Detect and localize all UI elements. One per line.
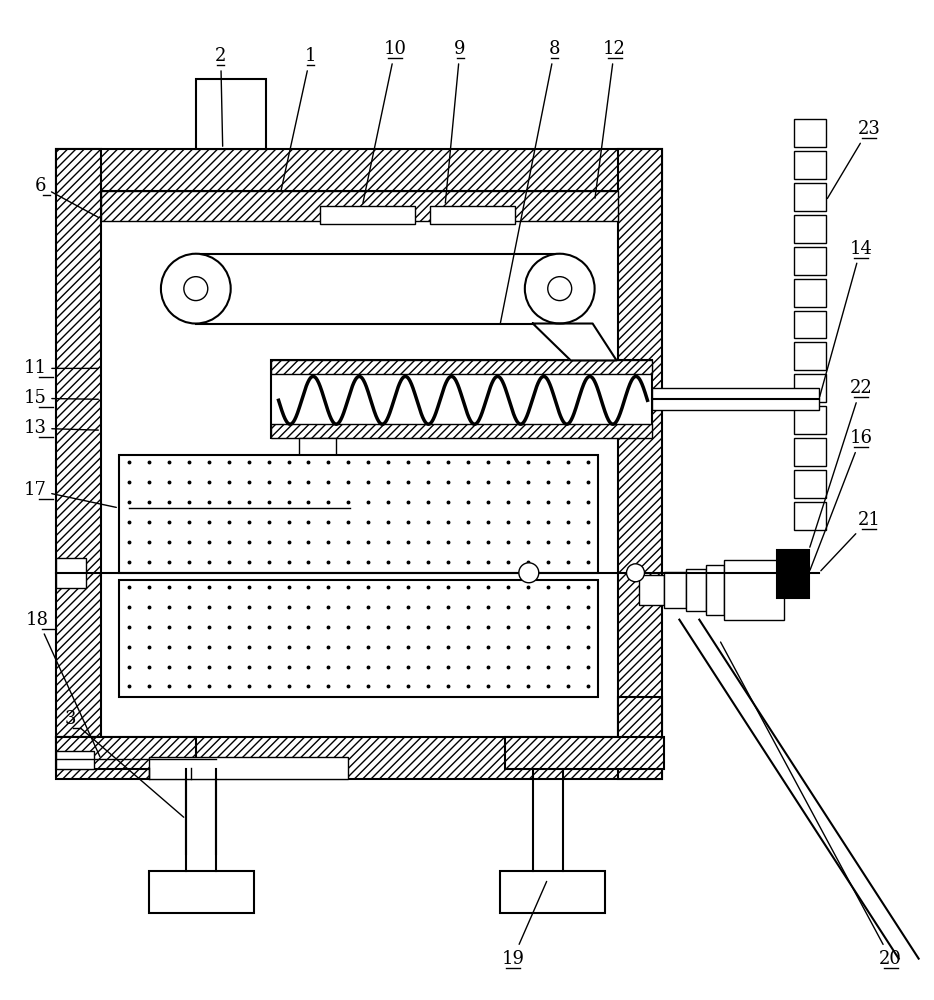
Text: 8: 8 [501, 40, 560, 323]
Bar [724, 560, 784, 620]
Circle shape [184, 277, 207, 301]
Bar [101, 191, 617, 737]
Bar [56, 149, 101, 737]
Circle shape [519, 563, 539, 583]
Bar [794, 247, 826, 275]
Text: 2: 2 [215, 47, 226, 146]
Text: 1: 1 [281, 47, 317, 190]
Bar [794, 215, 826, 243]
Bar [56, 737, 662, 779]
Bar [119, 580, 598, 697]
Circle shape [547, 277, 572, 301]
Bar [794, 470, 826, 498]
Bar [271, 360, 653, 374]
Text: 14: 14 [820, 240, 872, 397]
Bar [794, 183, 826, 211]
Bar [706, 565, 724, 615]
Bar [196, 79, 265, 149]
Bar [794, 119, 826, 147]
Circle shape [627, 564, 644, 582]
Bar [686, 569, 706, 611]
Bar [56, 751, 94, 769]
Text: 23: 23 [828, 120, 880, 199]
Bar [271, 360, 653, 438]
Text: 21: 21 [821, 511, 880, 571]
Bar [794, 406, 826, 434]
Bar [794, 438, 826, 466]
Bar [101, 191, 617, 221]
Text: 18: 18 [26, 611, 100, 757]
Text: 16: 16 [810, 429, 872, 570]
Text: 12: 12 [595, 40, 626, 198]
Bar [794, 342, 826, 370]
Bar [777, 550, 809, 598]
Bar [271, 424, 653, 438]
Circle shape [525, 254, 595, 324]
Text: 13: 13 [23, 419, 98, 437]
Bar [431, 206, 515, 224]
Text: 19: 19 [502, 881, 546, 968]
Text: 15: 15 [23, 389, 98, 407]
Bar [299, 438, 336, 466]
Bar [617, 149, 662, 737]
Text: 10: 10 [363, 40, 406, 203]
Text: 20: 20 [720, 642, 902, 968]
Bar [794, 374, 826, 402]
Bar [794, 311, 826, 338]
Text: 9: 9 [446, 40, 466, 203]
Bar [56, 737, 196, 769]
Bar [640, 575, 664, 605]
Bar [149, 757, 348, 779]
Text: 22: 22 [810, 379, 872, 547]
Bar [500, 871, 604, 913]
Bar [653, 388, 819, 410]
Bar [320, 206, 415, 224]
Bar [56, 149, 662, 191]
Bar [149, 871, 254, 913]
Circle shape [161, 254, 231, 324]
Bar [505, 737, 664, 769]
Text: 6: 6 [35, 177, 99, 218]
Bar [794, 151, 826, 179]
Bar [119, 455, 598, 573]
Bar [794, 502, 826, 530]
Text: 11: 11 [23, 359, 98, 377]
Bar [617, 697, 662, 779]
Text: 3: 3 [64, 710, 184, 817]
Bar [794, 279, 826, 307]
Bar [664, 572, 686, 608]
Polygon shape [532, 324, 616, 360]
Text: 17: 17 [23, 481, 117, 507]
Bar [56, 558, 86, 588]
